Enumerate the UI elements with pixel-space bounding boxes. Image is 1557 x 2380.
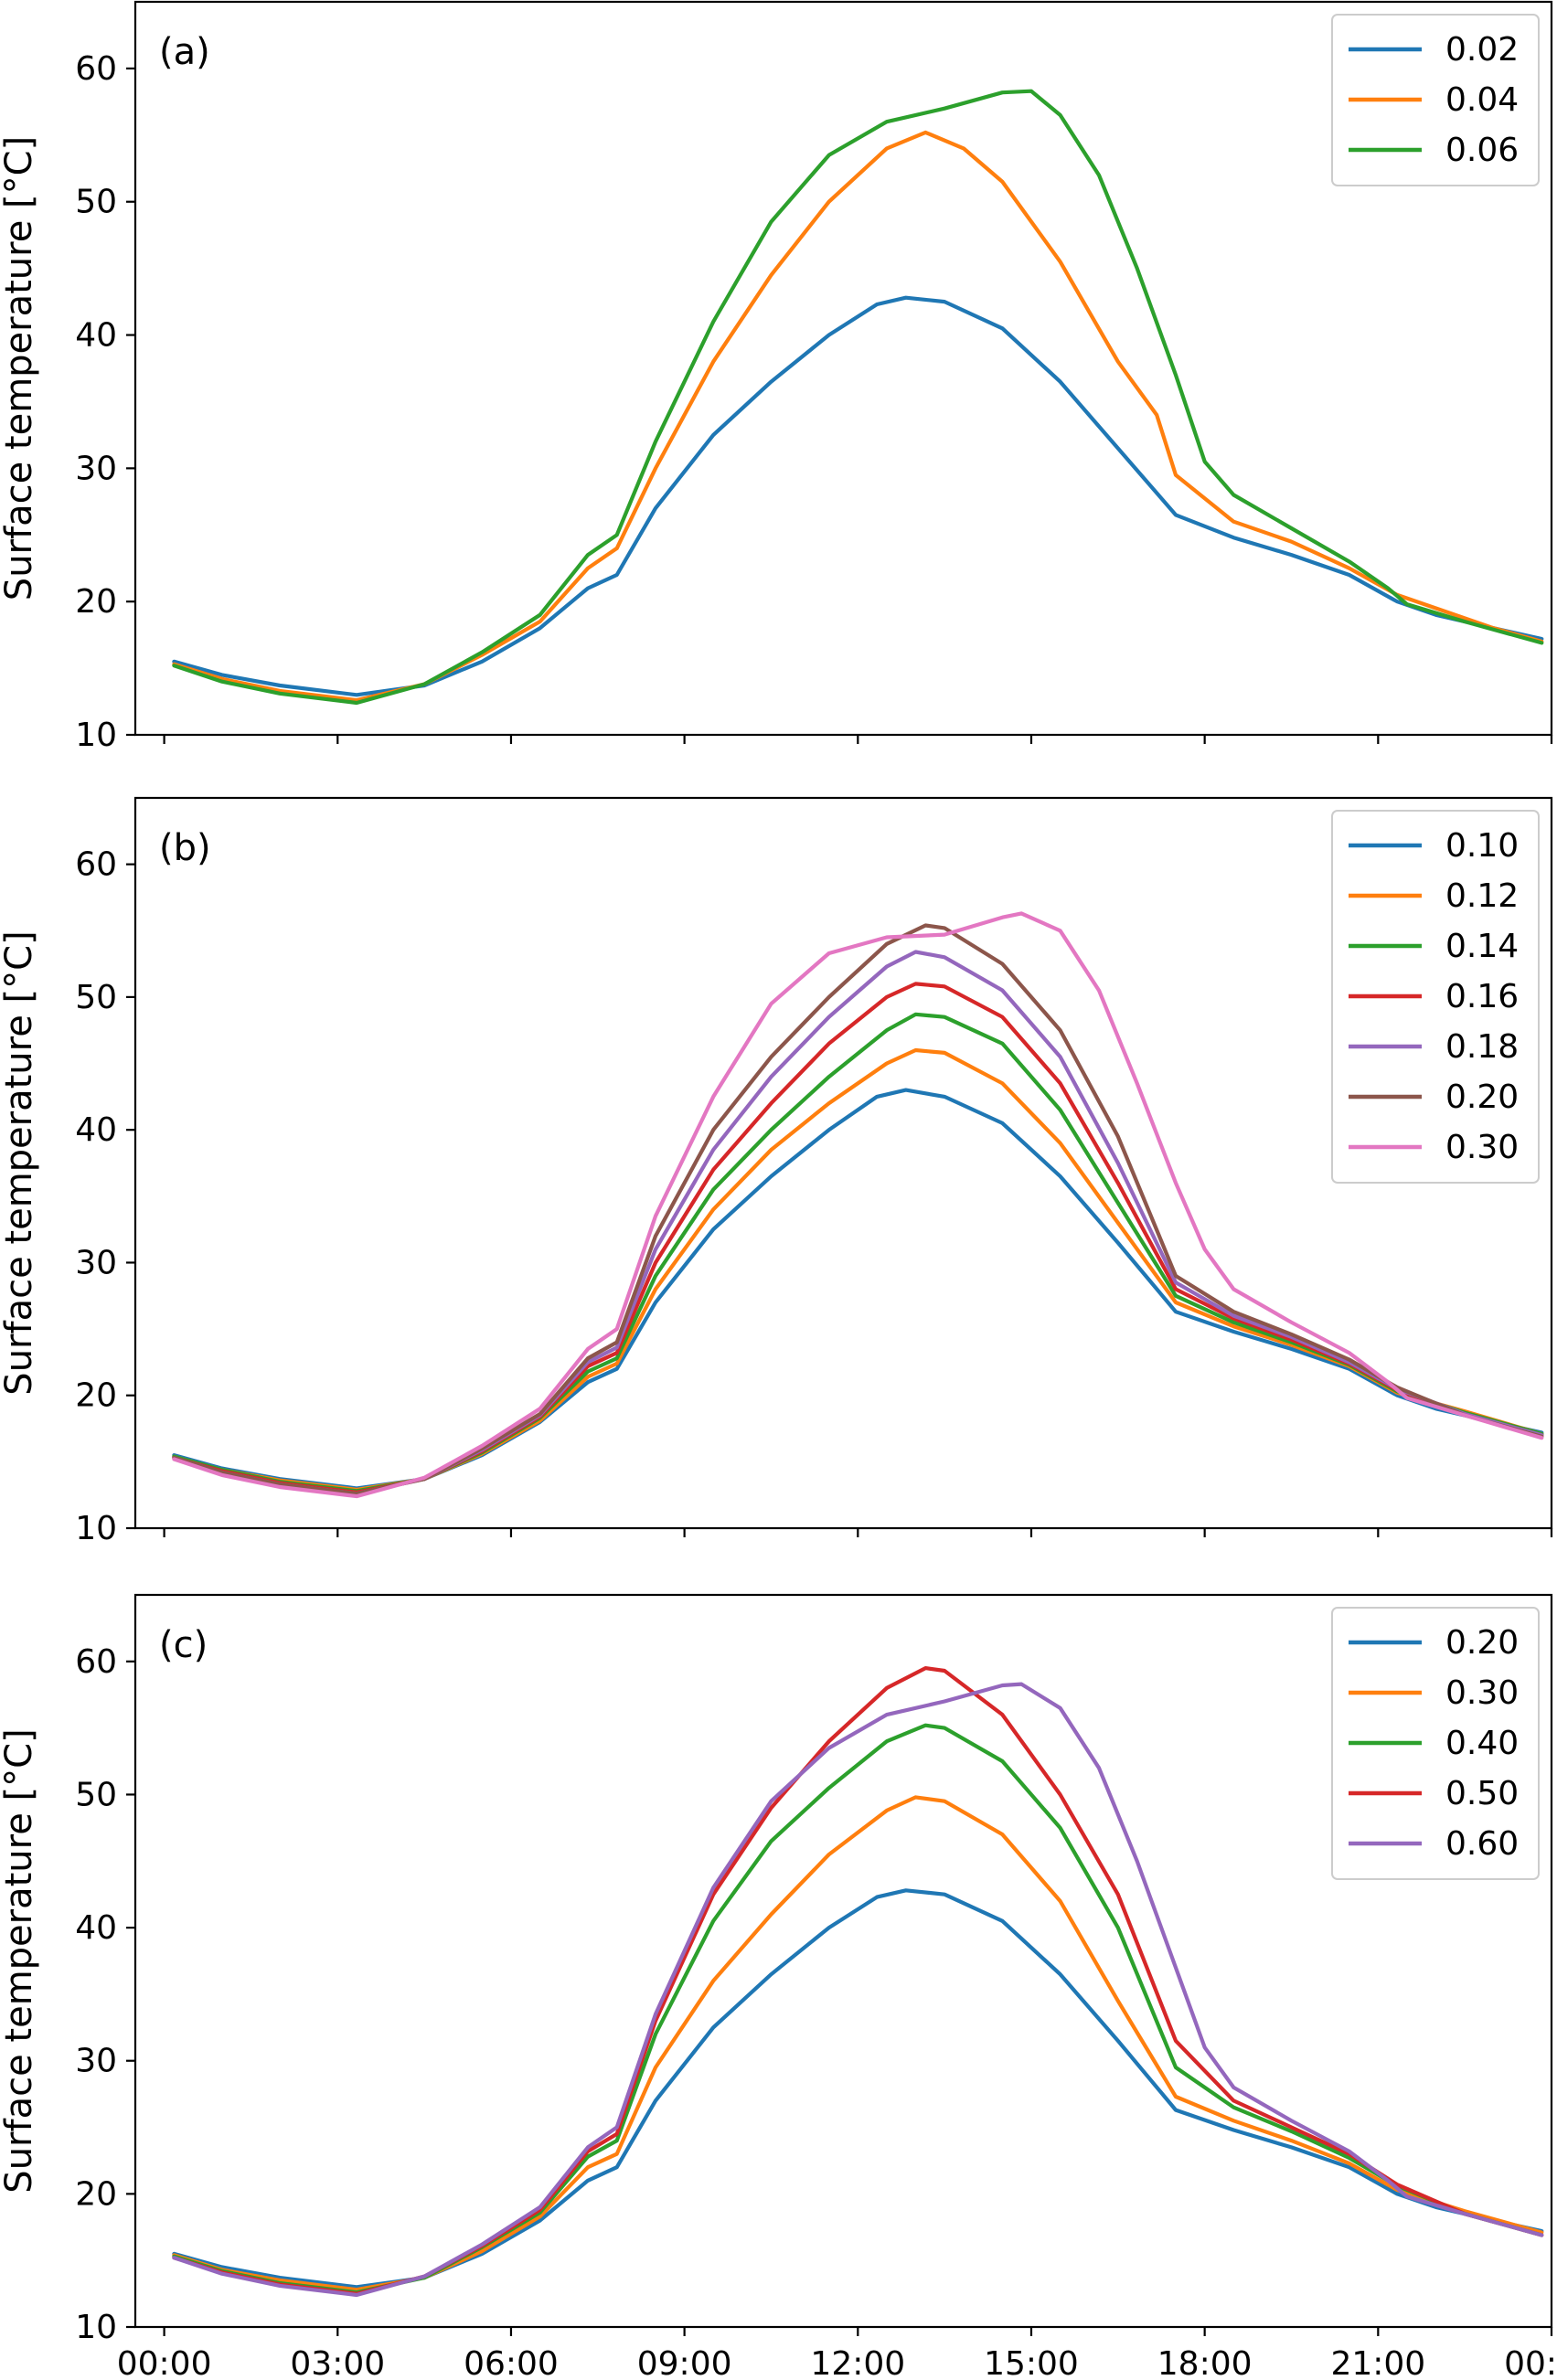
y-tick-label: 20 [75, 1377, 117, 1415]
x-tick-label: 21:00 [1330, 2345, 1425, 2380]
series-line-0.60 [172, 1682, 1544, 2298]
legend-label: 0.60 [1445, 1825, 1519, 1863]
legend-label: 0.10 [1445, 827, 1519, 865]
y-tick-label: 10 [75, 2309, 117, 2346]
axes-frame [133, 1593, 1553, 2329]
legend-box [1331, 810, 1540, 1184]
legend: 0.10 0.12 0.14 0.16 0.18 0.20 0.30 [1331, 810, 1540, 1184]
legend-label: 0.06 [1445, 132, 1519, 169]
y-tick-label: 20 [75, 2175, 117, 2213]
panel-0: 10 20 30 40 50 60 Surface temperature [°C] (a) 0… [0, 0, 1553, 754]
y-tick-label: 30 [75, 1244, 117, 1281]
legend-label: 0.04 [1445, 81, 1519, 119]
axes-frame [133, 0, 1553, 737]
legend-label: 0.02 [1445, 31, 1519, 69]
panel-label: (a) [159, 31, 210, 73]
x-tick-label: 00:00 [1504, 2345, 1557, 2380]
y-tick-label: 60 [75, 1643, 117, 1681]
legend-label: 0.40 [1445, 1725, 1519, 1762]
series-line-0.04 [172, 130, 1544, 703]
legend-label: 0.14 [1445, 928, 1519, 965]
legend-box [1331, 14, 1540, 186]
legend-box [1331, 1607, 1540, 1880]
y-tick-label: 40 [75, 1909, 117, 1947]
series-line-0.30 [172, 911, 1544, 1499]
y-tick-label: 60 [75, 50, 117, 88]
y-tick-label: 10 [75, 1510, 117, 1547]
y-tick-label: 60 [75, 846, 117, 884]
y-tick-label: 50 [75, 184, 117, 221]
y-tick-label: 30 [75, 450, 117, 487]
legend-label: 0.20 [1445, 1624, 1519, 1662]
legend-label: 0.30 [1445, 1674, 1519, 1712]
series-line-0.20 [172, 1888, 1544, 2290]
series-group [172, 911, 1544, 1499]
panel-1: 10 20 30 40 50 60 Surface temperature [°C] (b) 0… [0, 796, 1553, 1547]
legend-label: 0.30 [1445, 1129, 1519, 1166]
x-tick-label: 18:00 [1157, 2345, 1253, 2380]
series-group [172, 89, 1544, 706]
panel-label: (b) [159, 827, 211, 869]
series-group [172, 1666, 1544, 2298]
axes-frame [133, 796, 1553, 1530]
y-axis-label: Surface temperature [°C] [0, 136, 40, 600]
legend-label: 0.20 [1445, 1078, 1519, 1116]
y-axis-label: Surface temperature [°C] [0, 930, 40, 1395]
panel-2: 10 20 30 40 50 60 00:00 03:00 06:00 09:00 12:00 15:… [0, 1593, 1557, 2380]
legend-label: 0.18 [1445, 1028, 1519, 1066]
series-line-0.02 [172, 295, 1544, 697]
legend-label: 0.50 [1445, 1775, 1519, 1812]
y-tick-label: 30 [75, 2043, 117, 2080]
legend-label: 0.16 [1445, 978, 1519, 1015]
y-tick-label: 40 [75, 317, 117, 355]
y-tick-label: 20 [75, 583, 117, 621]
y-tick-label: 50 [75, 979, 117, 1016]
x-tick-label: 09:00 [637, 2345, 732, 2380]
x-tick-label: 12:00 [810, 2345, 905, 2380]
y-tick-label: 10 [75, 717, 117, 754]
x-tick-label: 03:00 [290, 2345, 385, 2380]
series-line-0.06 [172, 89, 1544, 706]
legend: 0.20 0.30 0.40 0.50 0.60 [1331, 1607, 1540, 1880]
panel-label: (c) [159, 1624, 208, 1666]
y-tick-label: 40 [75, 1111, 117, 1149]
y-tick-label: 50 [75, 1776, 117, 1813]
legend: 0.02 0.04 0.06 [1331, 14, 1540, 186]
y-axis-label: Surface temperature [°C] [0, 1728, 40, 2193]
x-tick-label: 00:00 [117, 2345, 212, 2380]
x-tick-label: 15:00 [984, 2345, 1079, 2380]
x-tick-label: 06:00 [464, 2345, 559, 2380]
legend-label: 0.12 [1445, 877, 1519, 915]
